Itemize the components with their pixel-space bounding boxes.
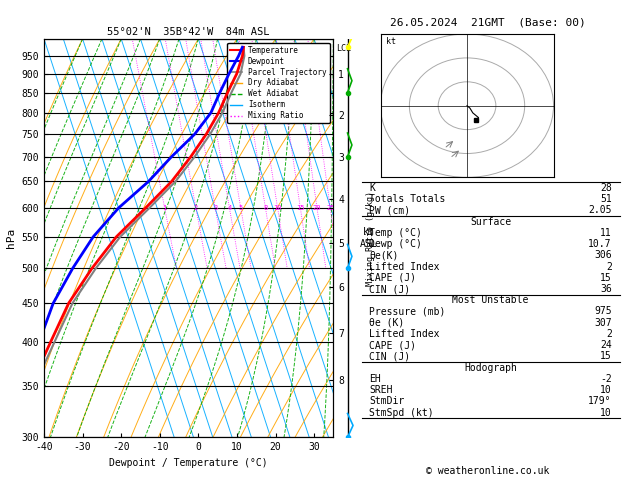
Text: 24: 24 [600, 340, 612, 350]
Text: 5: 5 [238, 205, 243, 211]
X-axis label: Dewpoint / Temperature (°C): Dewpoint / Temperature (°C) [109, 458, 268, 468]
Text: 1: 1 [162, 205, 167, 211]
Text: Dewp (°C): Dewp (°C) [369, 239, 422, 249]
Legend: Temperature, Dewpoint, Parcel Trajectory, Dry Adiabat, Wet Adiabat, Isotherm, Mi: Temperature, Dewpoint, Parcel Trajectory… [227, 43, 330, 123]
Text: CAPE (J): CAPE (J) [369, 273, 416, 283]
Text: 4: 4 [227, 205, 231, 211]
Text: 2: 2 [194, 205, 198, 211]
Text: 15: 15 [600, 273, 612, 283]
Text: Surface: Surface [470, 217, 511, 226]
Text: 2: 2 [606, 329, 612, 339]
Text: 306: 306 [594, 250, 612, 260]
Text: Pressure (mb): Pressure (mb) [369, 307, 446, 316]
Text: Lifted Index: Lifted Index [369, 329, 440, 339]
Text: SREH: SREH [369, 385, 393, 395]
Text: StmDir: StmDir [369, 397, 404, 406]
Text: Hodograph: Hodograph [464, 363, 517, 373]
Text: 2.05: 2.05 [588, 206, 612, 215]
Text: Most Unstable: Most Unstable [452, 295, 529, 305]
Text: 26.05.2024  21GMT  (Base: 00): 26.05.2024 21GMT (Base: 00) [389, 17, 586, 27]
Text: 28: 28 [600, 183, 612, 193]
Text: CIN (J): CIN (J) [369, 284, 411, 294]
Text: CIN (J): CIN (J) [369, 351, 411, 362]
Text: 51: 51 [600, 194, 612, 204]
Text: EH: EH [369, 374, 381, 384]
Text: CAPE (J): CAPE (J) [369, 340, 416, 350]
Text: kt: kt [386, 36, 396, 46]
Text: PW (cm): PW (cm) [369, 206, 411, 215]
Text: 10: 10 [600, 408, 612, 417]
Text: 10: 10 [600, 385, 612, 395]
Text: 20: 20 [313, 205, 321, 211]
Title: 55°02'N  35B°42'W  84m ASL: 55°02'N 35B°42'W 84m ASL [108, 27, 270, 37]
Text: 15: 15 [600, 351, 612, 362]
Text: 15: 15 [296, 205, 304, 211]
Text: Mixing Ratio (g/kg): Mixing Ratio (g/kg) [367, 191, 376, 286]
Text: StmSpd (kt): StmSpd (kt) [369, 408, 434, 417]
Text: 179°: 179° [588, 397, 612, 406]
Text: 8: 8 [264, 205, 267, 211]
Text: 975: 975 [594, 307, 612, 316]
Text: 11: 11 [600, 228, 612, 238]
Text: 36: 36 [600, 284, 612, 294]
Text: 25: 25 [326, 205, 335, 211]
Text: Temp (°C): Temp (°C) [369, 228, 422, 238]
Text: K: K [369, 183, 376, 193]
Y-axis label: km
ASL: km ASL [360, 227, 378, 249]
Text: 3: 3 [213, 205, 218, 211]
Text: θe(K): θe(K) [369, 250, 399, 260]
Text: 10: 10 [274, 205, 282, 211]
Text: 10.7: 10.7 [588, 239, 612, 249]
Text: 2: 2 [606, 261, 612, 272]
Text: Lifted Index: Lifted Index [369, 261, 440, 272]
Text: Totals Totals: Totals Totals [369, 194, 446, 204]
Y-axis label: hPa: hPa [6, 228, 16, 248]
Text: -2: -2 [600, 374, 612, 384]
Text: θe (K): θe (K) [369, 318, 404, 328]
Text: 307: 307 [594, 318, 612, 328]
Text: © weatheronline.co.uk: © weatheronline.co.uk [426, 466, 549, 476]
Text: LCL: LCL [337, 44, 351, 53]
